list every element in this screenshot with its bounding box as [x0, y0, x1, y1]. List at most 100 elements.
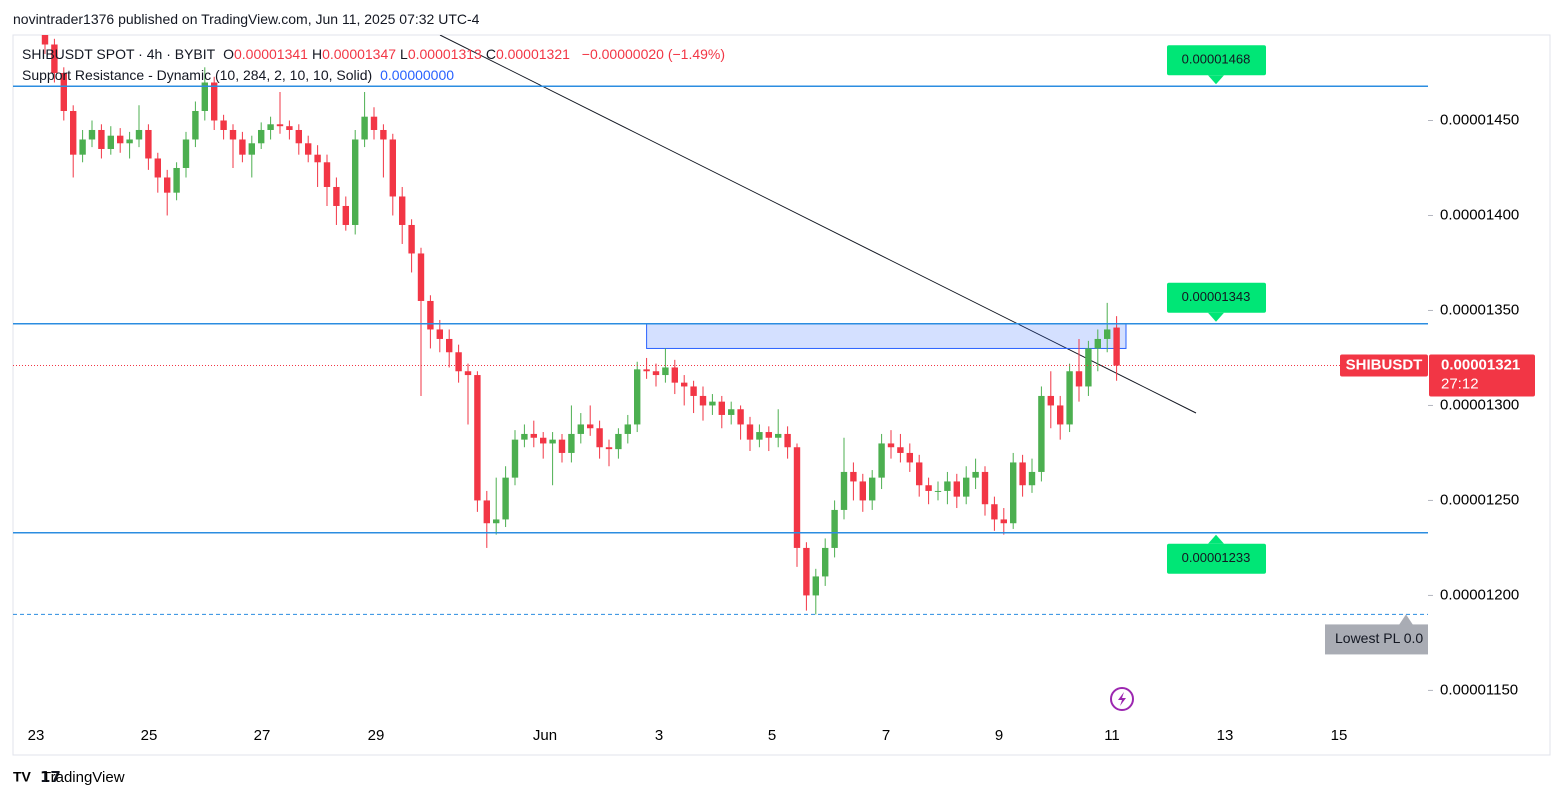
byline: novintrader1376 published on TradingView…	[13, 11, 480, 27]
level-label: 0.00001343	[1182, 289, 1251, 304]
resistance-zone	[646, 323, 1127, 349]
candle-body	[1113, 327, 1120, 366]
candle-body	[229, 129, 237, 140]
candle-body	[934, 490, 942, 492]
candle-body	[690, 386, 697, 396]
candle-body	[728, 409, 735, 415]
candle-body	[352, 139, 359, 225]
candle-body	[474, 375, 481, 501]
candle-body	[615, 433, 622, 450]
ohlc-key: O	[223, 46, 234, 62]
candle-body	[51, 44, 58, 73]
candle-body	[699, 395, 707, 406]
candle-body	[502, 477, 509, 520]
symbol-tag	[1340, 354, 1428, 377]
candle-body	[558, 439, 566, 453]
candle-body	[342, 205, 349, 225]
candle-body	[718, 401, 725, 415]
x-tick-label: 13	[1217, 727, 1234, 744]
candle-body	[493, 519, 500, 524]
candle-body	[464, 371, 472, 376]
x-tick-label: 29	[368, 727, 385, 744]
candle-body	[1057, 405, 1064, 425]
candle-body	[314, 154, 321, 163]
candle-body	[286, 126, 293, 130]
candle-body	[1038, 395, 1045, 472]
x-tick-label: 27	[254, 727, 271, 744]
candle-body	[878, 443, 885, 478]
candle-body	[793, 447, 801, 548]
candle-body	[408, 224, 415, 254]
candle-body	[1094, 338, 1101, 349]
candle-body	[380, 129, 387, 140]
x-tick-label: 25	[141, 727, 158, 744]
candle-body	[652, 371, 660, 376]
candle-body	[568, 433, 575, 453]
lowest-pl-label: Lowest PL 0.0	[1335, 630, 1423, 646]
candle-body	[634, 369, 641, 425]
brand-mark: TV	[13, 769, 32, 785]
candle-body	[963, 477, 970, 497]
candle-body	[671, 367, 678, 383]
candle-body	[1085, 348, 1092, 387]
candle-body	[596, 428, 603, 448]
candle-body	[220, 120, 227, 130]
candle-body	[756, 432, 763, 440]
candle-body	[389, 139, 396, 197]
candle-body	[267, 124, 274, 130]
candle-body	[276, 124, 284, 127]
candle-body	[60, 72, 67, 111]
x-tick-label: 3	[655, 727, 663, 744]
candle-body	[201, 82, 208, 111]
candle-body	[511, 439, 519, 478]
candle-body	[361, 116, 368, 140]
candle-body	[1000, 519, 1007, 524]
indicator: Support Resistance - Dynamic (10, 284, 2…	[22, 67, 373, 83]
candle-body	[107, 135, 114, 149]
candle-body	[831, 509, 838, 548]
candle-body	[446, 338, 453, 353]
candle-body	[577, 424, 584, 434]
x-tick-label: Jun	[533, 727, 557, 744]
plot-area	[13, 35, 1428, 615]
alert-icon	[1110, 687, 1134, 711]
candle-body	[333, 186, 340, 206]
candle-body	[145, 129, 152, 159]
symbol-header: SHIBUSDT SPOT · 4h · BYBIT O0.00001341 H0…	[22, 46, 729, 62]
ohlc-value: 0.00001341	[233, 46, 308, 62]
candle-body	[154, 158, 161, 178]
trend-line	[439, 35, 1197, 414]
candle-body	[765, 432, 772, 438]
candle-body	[991, 504, 998, 520]
brand-name: TradingView	[42, 769, 125, 786]
candle-body	[981, 471, 989, 505]
candle-body	[587, 424, 594, 429]
candle-body	[737, 409, 744, 425]
y-tick-label: 0.00001350	[1440, 301, 1519, 318]
candle-body	[925, 485, 932, 491]
candle-body	[295, 129, 302, 144]
candle-body	[859, 481, 866, 501]
candle-body	[662, 367, 669, 376]
candle-body	[248, 143, 255, 155]
candle-body	[135, 129, 143, 140]
candle-body	[182, 139, 190, 168]
candle-body	[549, 439, 556, 444]
lowest-pl-pointer	[1398, 614, 1414, 627]
candle-body	[1010, 462, 1017, 524]
change: −0.00000020 (−1.49%)	[581, 46, 726, 62]
candle-body	[746, 424, 754, 440]
indicator-header: Support Resistance - Dynamic (10, 284, 2…	[22, 67, 458, 83]
candle-body	[1075, 371, 1083, 387]
x-tick-label: 23	[28, 727, 45, 744]
candle-body	[417, 253, 425, 301]
candle-body	[643, 369, 650, 372]
candle-body	[803, 547, 810, 596]
candle-body	[953, 481, 960, 497]
candle-body	[775, 433, 782, 438]
candle-body	[906, 452, 913, 463]
candle-body	[164, 177, 171, 193]
ohlc-value: 0.00001321	[495, 46, 570, 62]
